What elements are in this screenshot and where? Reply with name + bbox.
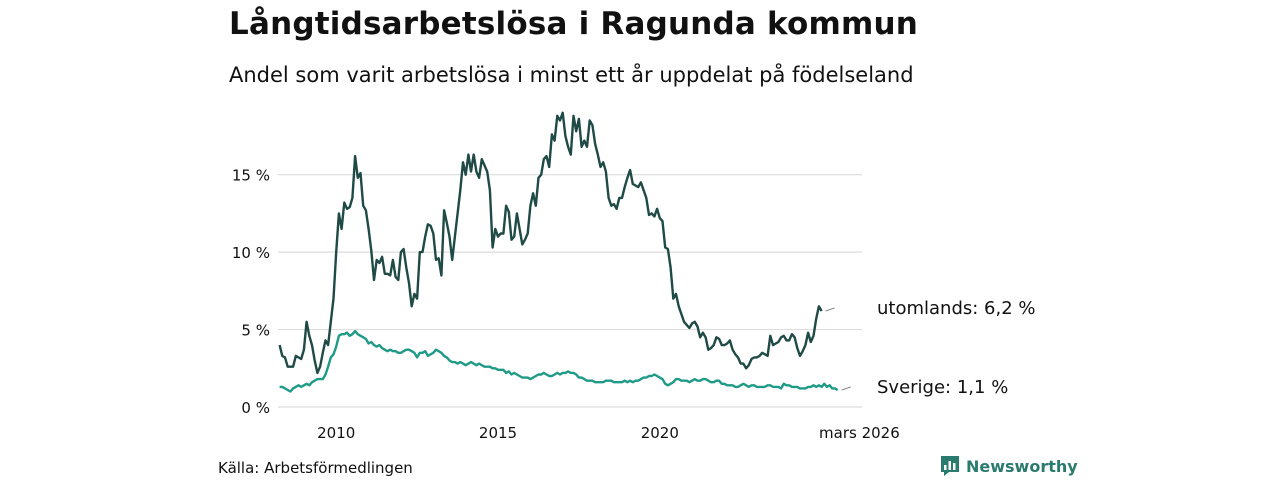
- end-label-connector: [841, 386, 851, 391]
- end-label-sverige: Sverige: 1,1 %: [877, 377, 1008, 398]
- chart-title: Långtidsarbetslösa i Ragunda kommun: [229, 6, 919, 42]
- chart-subtitle: Andel som varit arbetslösa i minst ett å…: [229, 63, 914, 87]
- x-tick-label: 2015: [479, 424, 517, 442]
- series-line-sverige: [279, 329, 839, 393]
- y-tick-label: 0 %: [241, 399, 270, 417]
- end-label-utomlands: utomlands: 6,2 %: [877, 298, 1036, 319]
- gridlines: [278, 174, 862, 408]
- x-tick-label: 2010: [317, 424, 355, 442]
- end-label-connector: [825, 307, 835, 312]
- x-tick-label: mars 2026: [819, 424, 900, 442]
- source-note: Källa: Arbetsförmedlingen: [218, 459, 413, 477]
- brand-name: Newsworthy: [966, 456, 1078, 476]
- newsworthy-logo-icon: [941, 456, 959, 476]
- x-axis-ticks: 2010 2015 2020 mars 2026: [317, 424, 900, 442]
- brand-logo: Newsworthy: [940, 455, 1078, 477]
- x-tick-label: 2020: [641, 424, 679, 442]
- y-axis-ticks: 0 % 5 % 10 % 15 %: [232, 167, 270, 417]
- series-line-utomlands: [278, 111, 823, 375]
- y-tick-label: 5 %: [241, 322, 270, 340]
- end-labels: utomlands: 6,2 % Sverige: 1,1 %: [825, 298, 1036, 398]
- y-tick-label: 10 %: [232, 244, 270, 262]
- line-chart: 0 % 5 % 10 % 15 % 2010 2015 2020 mars 2026 uto…: [232, 111, 1036, 442]
- y-tick-label: 15 %: [232, 167, 270, 185]
- series-lines: [278, 111, 839, 393]
